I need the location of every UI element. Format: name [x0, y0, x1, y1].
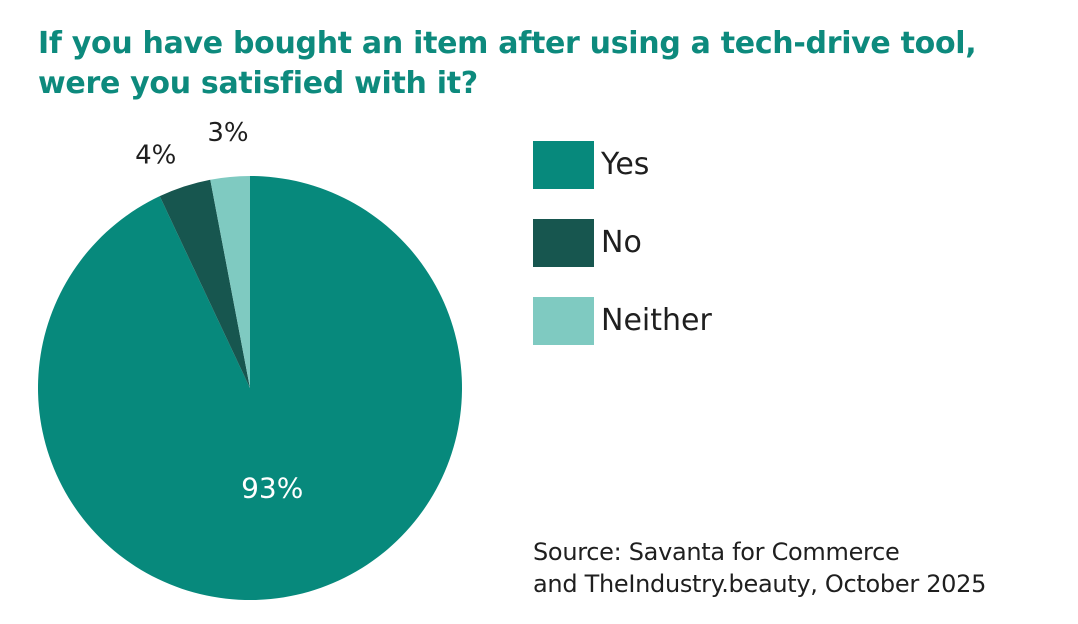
chart-title-line-2: were you satisfied with it?	[38, 66, 478, 101]
source-line-2: and TheIndustry.beauty, October 2025	[533, 570, 987, 598]
chart-title-line-1: If you have bought an item after using a…	[38, 26, 977, 61]
legend-label-yes: Yes	[601, 147, 650, 182]
pie-slice-neither	[210, 176, 250, 388]
legend-swatch-no	[533, 219, 594, 267]
pie-label-yes: 93%	[241, 471, 303, 504]
pie-label-no: 4%	[135, 140, 176, 170]
source-note: Source: Savanta for Commerce and TheIndu…	[533, 536, 986, 600]
legend-swatch-neither	[533, 297, 594, 345]
legend-label-neither: Neither	[601, 303, 712, 338]
pie-chart: 93% 4% 3%	[37, 118, 463, 600]
pie-label-neither: 3%	[207, 118, 248, 148]
chart-title: If you have bought an item after using a…	[38, 24, 1038, 104]
legend-label-no: No	[601, 225, 642, 260]
pie-slice-no	[159, 179, 250, 388]
source-line-1: Source: Savanta for Commerce	[533, 538, 900, 566]
legend-swatch-yes	[533, 141, 594, 189]
